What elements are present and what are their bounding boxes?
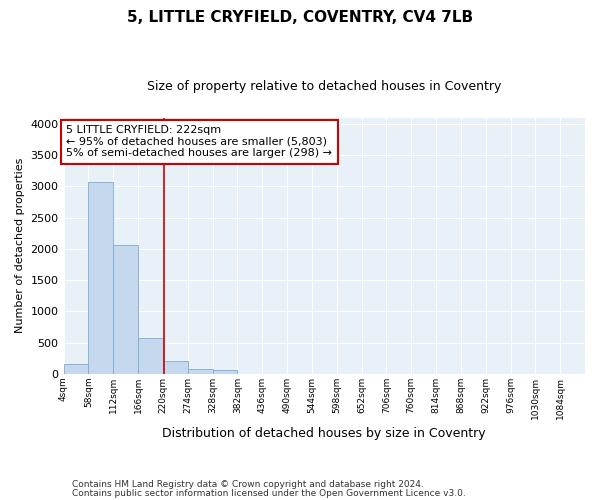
Bar	[113, 245, 138, 374]
Y-axis label: Number of detached properties: Number of detached properties	[15, 158, 25, 334]
X-axis label: Distribution of detached houses by size in Coventry: Distribution of detached houses by size …	[163, 427, 486, 440]
Text: 5 LITTLE CRYFIELD: 222sqm
← 95% of detached houses are smaller (5,803)
5% of sem: 5 LITTLE CRYFIELD: 222sqm ← 95% of detac…	[67, 126, 332, 158]
Bar	[88, 182, 113, 374]
Title: Size of property relative to detached houses in Coventry: Size of property relative to detached ho…	[147, 80, 502, 93]
Text: 5, LITTLE CRYFIELD, COVENTRY, CV4 7LB: 5, LITTLE CRYFIELD, COVENTRY, CV4 7LB	[127, 10, 473, 25]
Bar	[163, 360, 188, 374]
Bar	[138, 338, 163, 374]
Bar	[188, 369, 212, 374]
Bar	[64, 364, 88, 374]
Text: Contains HM Land Registry data © Crown copyright and database right 2024.: Contains HM Land Registry data © Crown c…	[72, 480, 424, 489]
Text: Contains public sector information licensed under the Open Government Licence v3: Contains public sector information licen…	[72, 490, 466, 498]
Bar	[212, 370, 238, 374]
